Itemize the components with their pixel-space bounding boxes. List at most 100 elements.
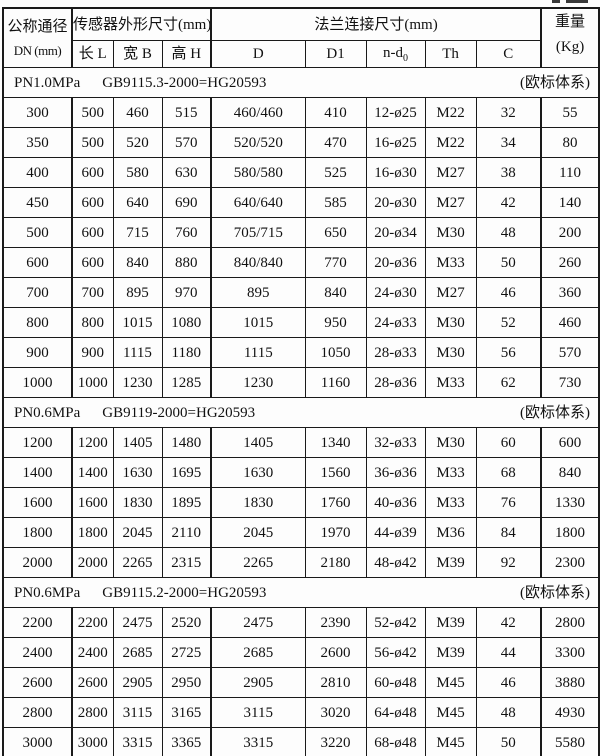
table-row: 2200 2200 2475 2520 2475 2390 52-ø42 M39 42 2800 [2, 607, 600, 638]
cell: 600 [71, 187, 114, 218]
cell: 76 [475, 487, 542, 518]
cell: 1800 [2, 517, 73, 548]
cell: 20-ø34 [365, 217, 426, 248]
cell: 46 [475, 277, 542, 308]
cropped-content-artifact [552, 0, 560, 3]
cell: 42 [475, 187, 542, 218]
cell: 3880 [540, 667, 600, 698]
table-row: 1200 1200 1405 1480 1405 1340 32-ø33 M30 60 600 [2, 427, 600, 458]
col-header-length-l: 长 L [71, 40, 114, 68]
table-row: 2000 2000 2265 2315 2265 2180 48-ø42 M39 92 2300 [2, 547, 600, 578]
cell: 400 [2, 157, 73, 188]
section-note: (欧标体系) [520, 584, 591, 601]
section-note: (欧标体系) [520, 74, 591, 91]
table-row: 800 800 1015 1080 1015 950 24-ø33 M30 52 460 [2, 307, 600, 338]
cell: 410 [304, 97, 367, 128]
cell: M30 [424, 217, 477, 248]
cell: 895 [112, 277, 163, 308]
cell: 28-ø33 [365, 337, 426, 368]
cell: 2725 [161, 637, 212, 668]
table-row: 350 500 520 570 520/520 470 16-ø25 M22 34 80 [2, 127, 600, 158]
cell: M22 [424, 97, 477, 128]
cell: 92 [475, 547, 542, 578]
cell: 1285 [161, 367, 212, 398]
cell: 1200 [2, 427, 73, 458]
cell: 38 [475, 157, 542, 188]
cell: 700 [2, 277, 73, 308]
cell: M45 [424, 727, 477, 756]
header-row-groups: 公称通径 DN (mm) 传感器外形尺寸(mm) 法兰连接尺寸(mm) 重量 (… [2, 7, 600, 68]
col-header-sensor-dimensions-group: 传感器外形尺寸(mm) [70, 7, 212, 41]
col-header-d: D [210, 40, 306, 68]
cell: 5580 [540, 727, 600, 756]
cell: 1630 [112, 457, 163, 488]
cell: 50 [475, 727, 542, 756]
cell: 56 [475, 337, 542, 368]
cell: 2300 [540, 547, 600, 578]
cell: 68-ø48 [365, 727, 426, 756]
cell: 690 [161, 187, 212, 218]
cell: 1015 [112, 307, 163, 338]
table-row: 1800 1800 2045 2110 2045 1970 44-ø39 M36 84 1800 [2, 517, 600, 548]
cell: 68 [475, 457, 542, 488]
cell: 520/520 [210, 127, 306, 158]
header-row-subcolumns: 长 L 宽 B 高 H D D1 n-d0 Th C [3, 40, 599, 68]
table-row: 1600 1600 1830 1895 1830 1760 40-ø36 M33 76 1330 [2, 487, 600, 518]
col-header-weight: 重量 (Kg) [540, 7, 600, 68]
cell: 56-ø42 [365, 637, 426, 668]
cell: 3300 [540, 637, 600, 668]
cell: 200 [540, 217, 600, 248]
cell: 80 [540, 127, 600, 158]
cell: 52-ø42 [365, 607, 426, 638]
cell: 46 [475, 667, 542, 698]
cell: 2400 [71, 637, 114, 668]
section-standard: GB9119-2000=HG20593 [102, 404, 256, 421]
table-row: 1000 1000 1230 1285 1230 1160 28-ø36 M33 62 730 [2, 367, 600, 398]
cell: 840 [112, 247, 163, 278]
cell: M30 [424, 307, 477, 338]
table-row: 900 900 1115 1180 1115 1050 28-ø33 M30 56 570 [2, 337, 600, 368]
dimension-spec-table: 公称通径 DN (mm) 传感器外形尺寸(mm) 法兰连接尺寸(mm) 重量 (… [2, 7, 600, 756]
table-row: 600 600 840 880 840/840 770 20-ø36 M33 50 260 [2, 247, 600, 278]
cell: 1830 [210, 487, 306, 518]
cropped-content-artifact [566, 0, 588, 3]
cell: 84 [475, 517, 542, 548]
cell: M36 [424, 517, 477, 548]
cell: 48 [475, 217, 542, 248]
cell: 2685 [112, 637, 163, 668]
cell: M45 [424, 697, 477, 728]
cell: 1180 [161, 337, 212, 368]
n-d0-base: n-d [383, 44, 404, 61]
cell: 1600 [71, 487, 114, 518]
cell: 700 [71, 277, 114, 308]
cell: 2045 [112, 517, 163, 548]
cell: 2000 [71, 547, 114, 578]
cell: 60-ø48 [365, 667, 426, 698]
weight-unit-label: (Kg) [555, 39, 585, 55]
cell: 3115 [112, 697, 163, 728]
cell: 500 [71, 97, 114, 128]
table-row: 3000 3000 3315 3365 3315 3220 68-ø48 M45 50 5580 [2, 727, 600, 756]
section-header-cell: PN0.6MPa GB9115.2-2000=HG20593 (欧标体系) [2, 577, 600, 608]
cell: 42 [475, 607, 542, 638]
cell: 450 [2, 187, 73, 218]
col-header-height-h: 高 H [161, 40, 212, 68]
cell: 4930 [540, 697, 600, 728]
cell: 580/580 [210, 157, 306, 188]
cell: 1080 [161, 307, 212, 338]
cell: 2520 [161, 607, 212, 638]
cell: 55 [540, 97, 600, 128]
cell: 840 [304, 277, 367, 308]
cell: 600 [71, 157, 114, 188]
col-header-flange-dimensions-group: 法兰连接尺寸(mm) [210, 7, 542, 41]
table-row: 2600 2600 2905 2950 2905 2810 60-ø48 M45 46 3880 [2, 667, 600, 698]
cell: 48-ø42 [365, 547, 426, 578]
cell: 32 [475, 97, 542, 128]
cell: 1000 [2, 367, 73, 398]
section-standard: GB9115.2-2000=HG20593 [102, 584, 267, 601]
cell: M33 [424, 487, 477, 518]
cell: 1000 [71, 367, 114, 398]
dn-label: 公称通径 [7, 18, 68, 35]
cell: 1560 [304, 457, 367, 488]
